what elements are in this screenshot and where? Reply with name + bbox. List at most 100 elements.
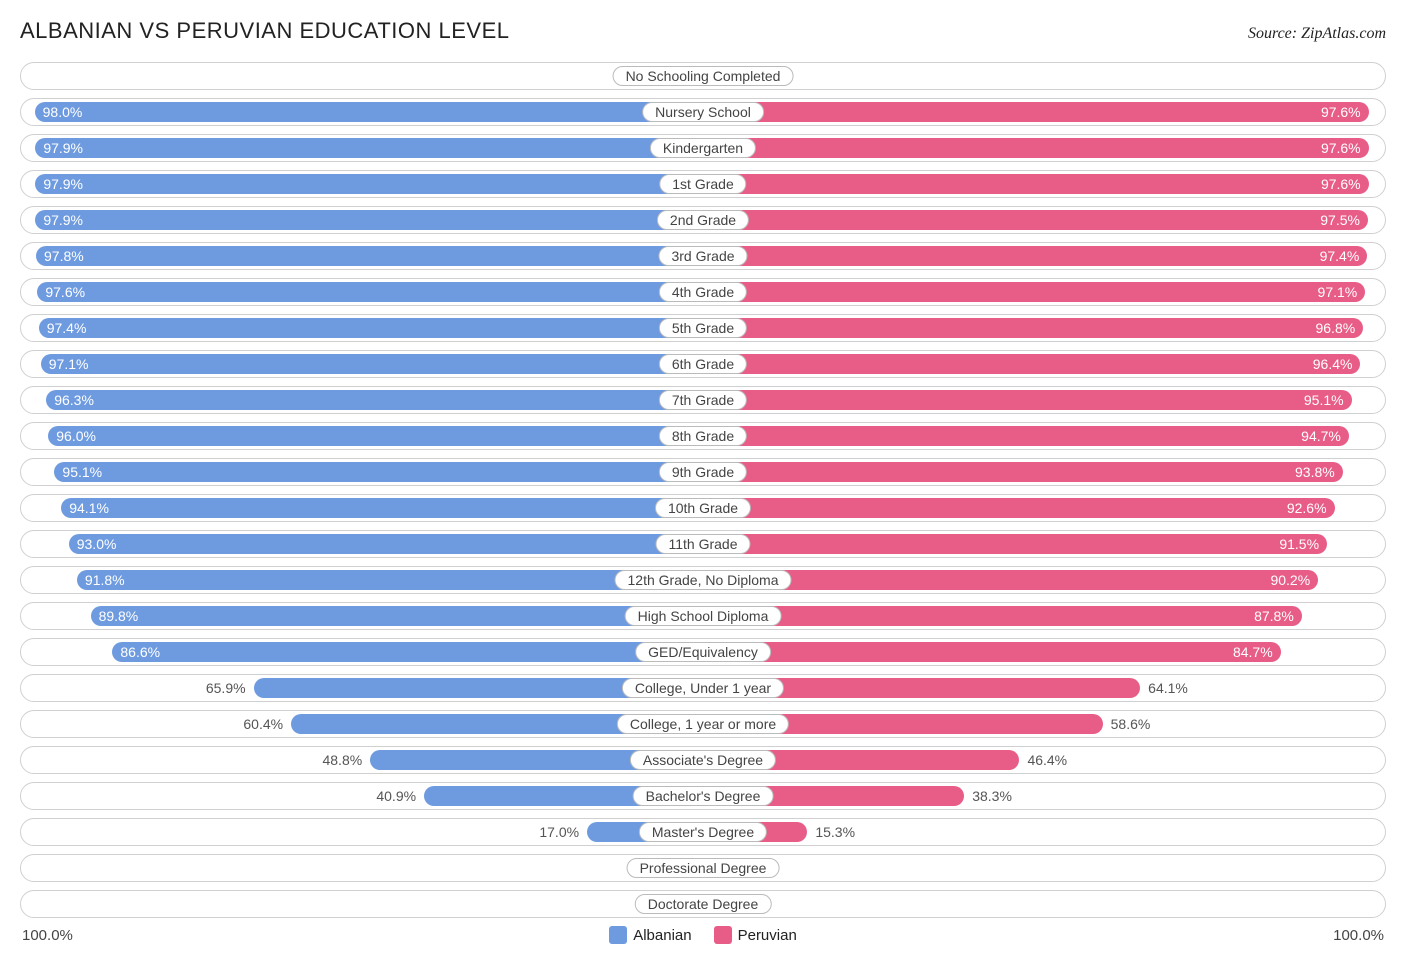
value-right: 90.2% (1262, 567, 1318, 593)
value-right: 94.7% (1293, 423, 1349, 449)
value-right: 97.6% (1313, 171, 1369, 197)
chart-row: 95.1%93.8%9th Grade (20, 458, 1386, 486)
category-label: 5th Grade (659, 318, 747, 338)
source-label: Source: ZipAtlas.com (1248, 25, 1386, 43)
chart-footer: 100.0% 100.0% Albanian Peruvian (20, 926, 1386, 944)
chart-row: 91.8% 90.2% 12th Grade, No Diploma (20, 566, 1386, 594)
value-left: 40.9% (368, 783, 424, 809)
value-left: 89.8% (91, 603, 147, 629)
bar-left (35, 102, 703, 122)
value-left: 96.0% (48, 423, 104, 449)
category-label: Kindergarten (650, 138, 756, 158)
value-right: 97.6% (1313, 135, 1369, 161)
bar-right (703, 426, 1349, 446)
value-right: 64.1% (1140, 675, 1196, 701)
bar-left (36, 246, 703, 266)
category-label: 12th Grade, No Diploma (615, 570, 792, 590)
category-label: 9th Grade (659, 462, 747, 482)
chart-container: ALBANIAN VS PERUVIAN EDUCATION LEVEL Sou… (0, 0, 1406, 968)
bar-right (703, 462, 1343, 482)
bar-right (703, 390, 1352, 410)
value-left: 65.9% (198, 675, 254, 701)
swatch-albanian (609, 926, 627, 944)
chart-row: 60.4%58.6%College, 1 year or more (20, 710, 1386, 738)
bar-left (61, 498, 703, 518)
value-right: 97.5% (1312, 207, 1368, 233)
chart-row: 2.1%2.4%No Schooling Completed (20, 62, 1386, 90)
chart-row: 89.8% 87.8% High School Diploma (20, 602, 1386, 630)
bar-left (39, 318, 703, 338)
value-right: 97.1% (1310, 279, 1366, 305)
chart-row: 48.8%46.4%Associate's Degree (20, 746, 1386, 774)
category-label: Nursery School (642, 102, 764, 122)
value-left: 94.1% (61, 495, 117, 521)
bar-right (703, 174, 1369, 194)
value-left: 91.8% (77, 567, 133, 593)
value-left: 97.4% (39, 315, 95, 341)
value-left: 96.3% (46, 387, 102, 413)
category-label: 7th Grade (659, 390, 747, 410)
legend-peruvian: Peruvian (714, 926, 797, 944)
category-label: Associate's Degree (630, 750, 776, 770)
value-left: 98.0% (35, 99, 91, 125)
bar-left (54, 462, 703, 482)
bar-left (35, 210, 703, 230)
category-label: 11th Grade (655, 534, 750, 554)
bar-right (703, 210, 1368, 230)
category-label: Master's Degree (639, 822, 767, 842)
category-label: 4th Grade (659, 282, 747, 302)
value-right: 97.6% (1313, 99, 1369, 125)
chart-row: 96.3%95.1%7th Grade (20, 386, 1386, 414)
value-right: 93.8% (1287, 459, 1343, 485)
value-right: 92.6% (1279, 495, 1335, 521)
bar-left (35, 174, 703, 194)
value-left: 60.4% (235, 711, 291, 737)
value-right: 38.3% (964, 783, 1020, 809)
chart-row: 4.9%4.5%Professional Degree (20, 854, 1386, 882)
legend-label-peruvian: Peruvian (738, 927, 797, 944)
bar-right (703, 498, 1335, 518)
bar-right (703, 138, 1369, 158)
value-left: 97.9% (35, 135, 91, 161)
chart-row: 1.9%1.8%Doctorate Degree (20, 890, 1386, 918)
value-right: 87.8% (1246, 603, 1302, 629)
chart-row: 97.9% 97.6% Kindergarten (20, 134, 1386, 162)
category-label: 6th Grade (659, 354, 747, 374)
bar-right (703, 570, 1318, 590)
bar-right (703, 606, 1302, 626)
axis-max-left: 100.0% (22, 927, 73, 944)
value-left: 97.9% (35, 171, 91, 197)
value-left: 97.9% (35, 207, 91, 233)
bar-left (37, 282, 703, 302)
value-left: 86.6% (112, 639, 168, 665)
category-label: 8th Grade (659, 426, 747, 446)
bar-right (703, 354, 1360, 374)
chart-row: 97.9%97.5%2nd Grade (20, 206, 1386, 234)
value-left: 17.0% (531, 819, 587, 845)
value-right: 15.3% (807, 819, 863, 845)
category-label: High School Diploma (625, 606, 782, 626)
category-label: 3rd Grade (658, 246, 747, 266)
value-right: 96.4% (1305, 351, 1361, 377)
chart-row: 97.1%96.4%6th Grade (20, 350, 1386, 378)
bar-left (69, 534, 703, 554)
chart-row: 97.8% 97.4% 3rd Grade (20, 242, 1386, 270)
bar-left (46, 390, 703, 410)
legend-albanian: Albanian (609, 926, 691, 944)
category-label: GED/Equivalency (635, 642, 771, 662)
bar-right (703, 102, 1369, 122)
bar-left (35, 138, 703, 158)
swatch-peruvian (714, 926, 732, 944)
value-right: 84.7% (1225, 639, 1281, 665)
value-left: 97.8% (36, 243, 92, 269)
bar-left (48, 426, 703, 446)
category-label: No Schooling Completed (613, 66, 794, 86)
diverging-bar-chart: 2.1%2.4%No Schooling Completed 98.0% 97.6%… (20, 62, 1386, 918)
value-left: 93.0% (69, 531, 125, 557)
chart-row: 86.6% 84.7% GED/Equivalency (20, 638, 1386, 666)
bar-right (703, 642, 1281, 662)
value-right: 97.4% (1312, 243, 1368, 269)
legend-label-albanian: Albanian (633, 927, 691, 944)
chart-row: 65.9%64.1%College, Under 1 year (20, 674, 1386, 702)
axis-max-right: 100.0% (1333, 927, 1384, 944)
